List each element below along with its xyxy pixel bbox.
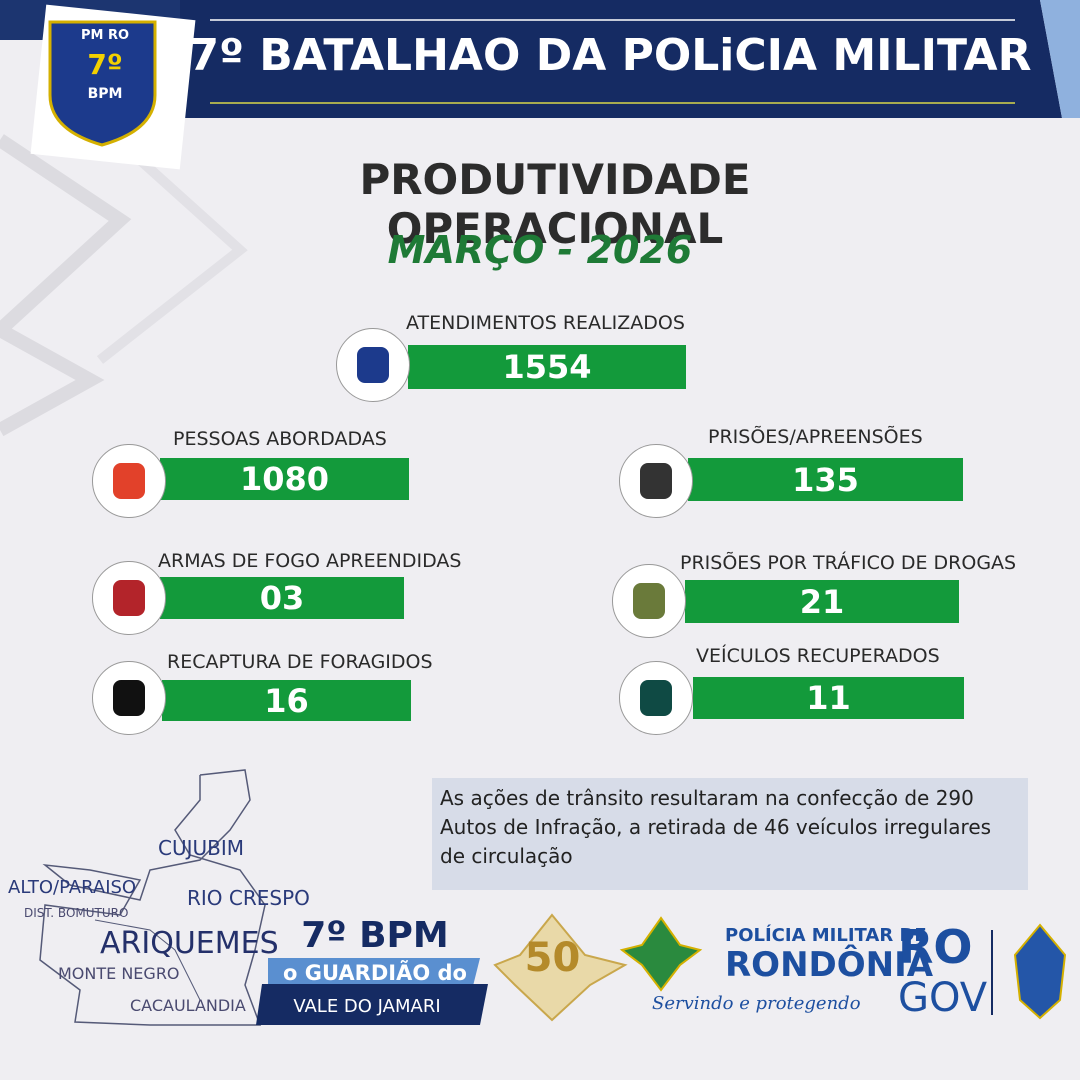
gov-1: RO [898,920,973,974]
stat-icon [619,444,693,518]
map-label: DIST. BOMUTURO [24,906,129,920]
stat-label: VEÍCULOS RECUPERADOS [696,645,940,667]
stat-label: ARMAS DE FOGO APREENDIDAS [158,550,462,572]
badge-top: PM RO [80,28,130,43]
stat-icon [92,661,166,735]
header-title: 7º BATALHAO DA POLiCIA MILITAR [188,30,1032,81]
anniversary: 50 [524,935,581,981]
pm-line-1: POLÍCIA MILITAR DE [725,925,927,946]
stat-value: 03 [160,577,404,619]
badge-number: 7º [87,48,123,81]
icon-shape [640,680,672,716]
icon-shape [640,463,672,499]
stat-value: 1554 [408,345,686,389]
stat-value: 21 [685,580,959,623]
icon-shape [633,583,665,619]
icon-shape [113,463,145,499]
map-label: MONTE NEGRO [58,964,180,983]
stat-value: 11 [693,677,964,719]
stat-label: PESSOAS ABORDADAS [173,428,387,450]
footer-motto-1: o GUARDIÃO do [283,961,467,985]
stat-icon [92,444,166,518]
map-label: CUJUBIM [158,836,245,860]
map-label: RIO CRESPO [187,886,310,910]
stat-icon [619,661,693,735]
footer-motto-2: VALE DO JAMARI [293,996,441,1017]
stat-value: 16 [162,680,411,721]
stat-icon [612,564,686,638]
map-label: CACAULANDIA [130,996,246,1015]
map-label: ALTO/PARAISO [8,877,137,898]
stat-icon [336,328,410,402]
stat-icon [92,561,166,635]
stat-value: 135 [688,458,963,501]
stat-label: RECAPTURA DE FORAGIDOS [167,651,433,673]
subtitle: PRODUTIVIDADE OPERACIONAL [359,155,751,253]
icon-shape [113,680,145,716]
badge-bottom: BPM [87,86,123,102]
stat-label: PRISÕES POR TRÁFICO DE DROGAS [680,552,1017,574]
map-label: ARIQUEMES [100,926,279,961]
stat-label: PRISÕES/APREENSÕES [708,426,923,448]
footer-unit: 7º BPM [301,915,449,956]
stat-label: ATENDIMENTOS REALIZADOS [406,312,685,334]
slogan: Servindo e protegendo [652,993,861,1014]
period: MARÇO - 2026 [387,228,693,272]
pm-line-2: RONDÔNIA [725,945,934,985]
note: As ações de trânsito resultaram na confe… [440,786,992,868]
stat-value: 1080 [160,458,409,500]
icon-shape [357,347,389,383]
icon-shape [113,580,145,616]
gov-2: GOV [898,975,988,1021]
